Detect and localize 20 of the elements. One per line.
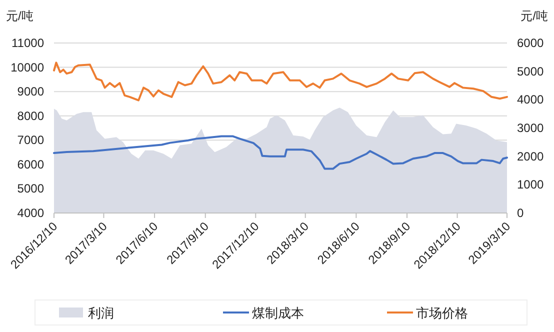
y-axis-title: 元/吨 bbox=[6, 9, 34, 23]
legend-label: 煤制成本 bbox=[252, 306, 304, 320]
y2-tick-label: 3000 bbox=[517, 121, 544, 135]
y-tick-label: 10000 bbox=[10, 60, 44, 74]
y2-tick-label: 1000 bbox=[517, 178, 544, 192]
y-tick-label: 4000 bbox=[17, 206, 44, 220]
legend-label: 利润 bbox=[88, 306, 114, 320]
y2-axis-title: 元/吨 bbox=[520, 9, 548, 23]
y-tick-label: 6000 bbox=[17, 157, 44, 172]
y-tick-label: 11000 bbox=[12, 36, 44, 50]
y-tick-label: 5000 bbox=[17, 182, 44, 196]
y2-tick-label: 4000 bbox=[517, 92, 544, 107]
y2-tick-label: 2000 bbox=[517, 149, 544, 164]
y-tick-label: 8000 bbox=[17, 108, 44, 123]
y2-tick-label: 0 bbox=[517, 206, 524, 220]
y2-tick-label: 6000 bbox=[517, 36, 544, 50]
y-tick-label: 7000 bbox=[17, 133, 44, 148]
legend-label: 市场价格 bbox=[416, 306, 468, 320]
y2-tick-label: 5000 bbox=[517, 64, 544, 78]
y-tick-label: 9000 bbox=[17, 84, 44, 99]
